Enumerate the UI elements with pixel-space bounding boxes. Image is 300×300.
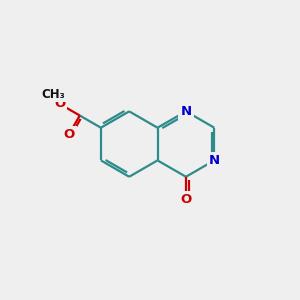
Text: N: N bbox=[180, 105, 191, 118]
Text: O: O bbox=[63, 128, 75, 141]
Text: N: N bbox=[209, 154, 220, 167]
Text: O: O bbox=[54, 98, 65, 110]
Text: O: O bbox=[180, 194, 192, 206]
Text: CH₃: CH₃ bbox=[41, 88, 65, 101]
